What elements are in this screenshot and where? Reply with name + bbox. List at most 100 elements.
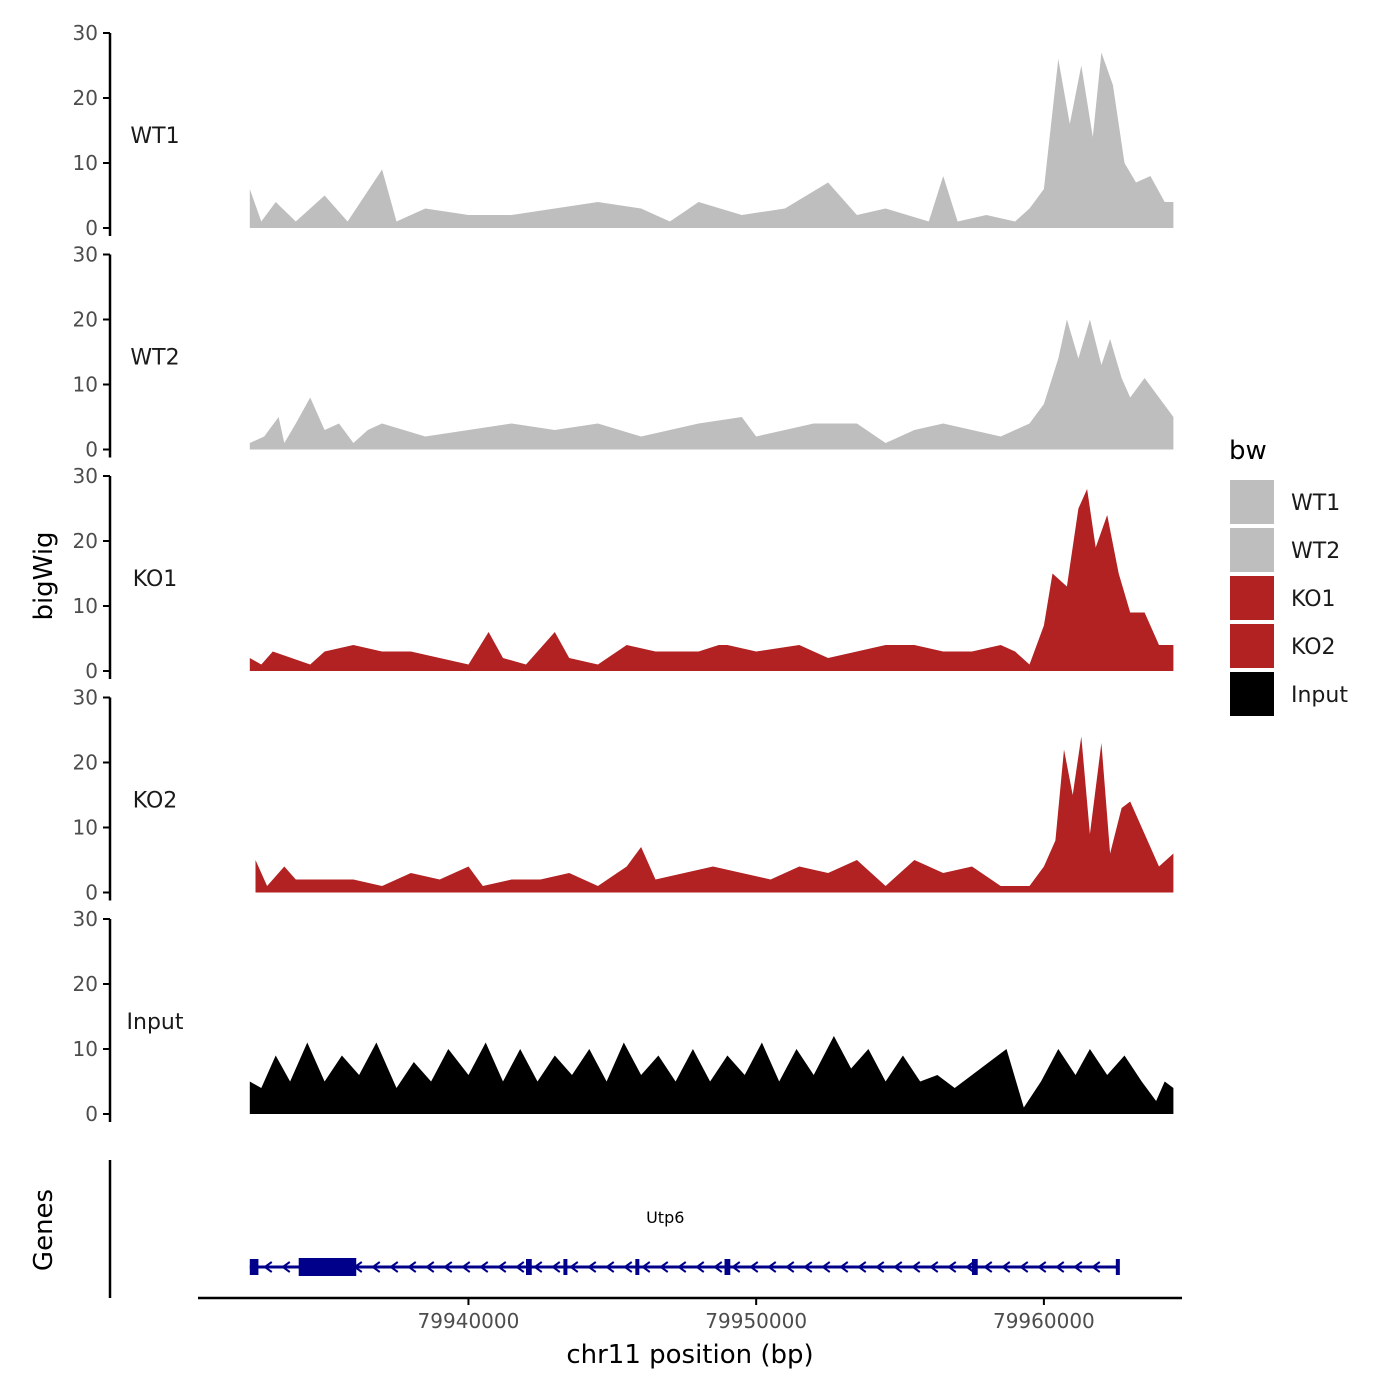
- strand-arrow: [569, 1261, 579, 1273]
- track-ko1: 0 10 20 30 KO1: [73, 464, 1174, 683]
- y-tick-label: 0: [85, 881, 98, 905]
- strand-arrow: [533, 1261, 543, 1273]
- y-tick-label: 30: [73, 21, 98, 45]
- strand-arrow: [371, 1261, 381, 1273]
- strand-arrow: [875, 1261, 885, 1273]
- strand-arrow: [281, 1261, 291, 1273]
- exon: [249, 1259, 259, 1275]
- y-tick-label: 0: [85, 438, 98, 462]
- strand-arrow: [983, 1261, 993, 1273]
- y-tick-label: 20: [73, 529, 98, 553]
- y-tick-label: 0: [85, 216, 98, 240]
- strand-arrow: [605, 1261, 615, 1273]
- y-tick-label: 10: [73, 1037, 98, 1061]
- strand-arrow: [389, 1261, 399, 1273]
- exon: [1115, 1259, 1120, 1275]
- area-ko1: [249, 489, 1174, 671]
- strand-arrow: [767, 1261, 777, 1273]
- strand-arrow: [551, 1261, 561, 1273]
- y-tick-label: 10: [73, 594, 98, 618]
- strand-arrow: [929, 1261, 939, 1273]
- strand-arrow: [911, 1261, 921, 1273]
- x-tick-label: 79940000: [418, 1309, 520, 1333]
- x-axis: 79940000 79950000 79960000: [198, 1296, 1182, 1333]
- y-tick-label: 30: [73, 686, 98, 710]
- track-input: 0 10 20 30 Input: [73, 907, 1174, 1126]
- exon: [635, 1259, 640, 1275]
- strand-arrow: [443, 1261, 453, 1273]
- exon: [724, 1259, 731, 1275]
- track-label: KO2: [133, 789, 178, 814]
- strand-arrow: [857, 1261, 867, 1273]
- strand-arrow: [1073, 1261, 1083, 1273]
- track-wt1: 0 10 20 30 WT1: [73, 21, 1174, 240]
- y-axis-title: bigWig: [29, 531, 59, 620]
- strand-arrow: [407, 1261, 417, 1273]
- strand-arrow: [1037, 1261, 1047, 1273]
- strand-arrow: [263, 1261, 273, 1273]
- gene-track: Utp6: [108, 1160, 1120, 1298]
- legend-swatch: [1230, 528, 1274, 572]
- strand-arrow: [893, 1261, 903, 1273]
- y-tick-label: 20: [73, 972, 98, 996]
- y-tick-label: 30: [73, 907, 98, 931]
- legend-item-ko1: KO1: [1230, 576, 1336, 620]
- strand-arrow: [587, 1261, 597, 1273]
- strand-arrow: [623, 1261, 633, 1273]
- strand-arrow: [515, 1261, 525, 1273]
- strand-arrow: [785, 1261, 795, 1273]
- legend-label: WT2: [1291, 539, 1340, 564]
- genes-axis-title: Genes: [29, 1189, 59, 1271]
- strand-arrow: [803, 1261, 813, 1273]
- legend-item-input: Input: [1230, 672, 1348, 716]
- strand-arrow: [497, 1261, 507, 1273]
- exon: [298, 1258, 357, 1276]
- strand-arrow: [713, 1261, 723, 1273]
- track-label: KO1: [133, 567, 178, 592]
- legend-item-wt2: WT2: [1230, 528, 1340, 572]
- strand-arrow: [695, 1261, 705, 1273]
- legend-item-ko2: KO2: [1230, 624, 1336, 668]
- track-ko2: 0 10 20 30 KO2: [73, 686, 1174, 905]
- strand-arrow: [965, 1261, 975, 1273]
- strand-arrow: [821, 1261, 831, 1273]
- legend-swatch: [1230, 480, 1274, 524]
- legend-item-wt1: WT1: [1230, 480, 1340, 524]
- y-tick-label: 20: [73, 86, 98, 110]
- bigwig-tracks: 0 10 20 30 WT1 0 10 20 30 WT2 0 10 20 30 KO1 0 10 20 30 KO2…: [73, 21, 1174, 1126]
- y-tick-label: 30: [73, 243, 98, 267]
- area-ko2: [255, 736, 1174, 893]
- x-axis-title: chr11 position (bp): [566, 1340, 813, 1370]
- legend: bw WT1 WT2 KO1 KO2 Input: [1229, 436, 1348, 716]
- gene-label: Utp6: [646, 1208, 684, 1227]
- strand-arrow: [1091, 1261, 1101, 1273]
- strand-arrow: [947, 1261, 957, 1273]
- strand-arrow: [731, 1261, 741, 1273]
- y-tick-label: 10: [73, 151, 98, 175]
- track-wt2: 0 10 20 30 WT2: [73, 243, 1174, 462]
- y-tick-label: 0: [85, 659, 98, 683]
- exon: [971, 1259, 978, 1275]
- y-tick-label: 10: [73, 373, 98, 397]
- y-tick-label: 10: [73, 816, 98, 840]
- strand-arrow: [749, 1261, 759, 1273]
- y-tick-label: 30: [73, 464, 98, 488]
- strand-arrow: [659, 1261, 669, 1273]
- strand-arrow: [839, 1261, 849, 1273]
- strand-arrow: [425, 1261, 435, 1273]
- strand-arrow: [461, 1261, 471, 1273]
- exon: [563, 1259, 568, 1275]
- area-wt1: [249, 52, 1174, 228]
- strand-arrow: [1019, 1261, 1029, 1273]
- exon: [526, 1259, 532, 1275]
- track-label: WT1: [130, 124, 179, 149]
- strand-arrow: [677, 1261, 687, 1273]
- legend-title: bw: [1229, 436, 1267, 466]
- strand-arrow: [479, 1261, 489, 1273]
- y-tick-label: 20: [73, 751, 98, 775]
- strand-arrow: [641, 1261, 651, 1273]
- strand-arrow: [1055, 1261, 1065, 1273]
- track-label: WT2: [130, 346, 179, 371]
- y-tick-label: 20: [73, 308, 98, 332]
